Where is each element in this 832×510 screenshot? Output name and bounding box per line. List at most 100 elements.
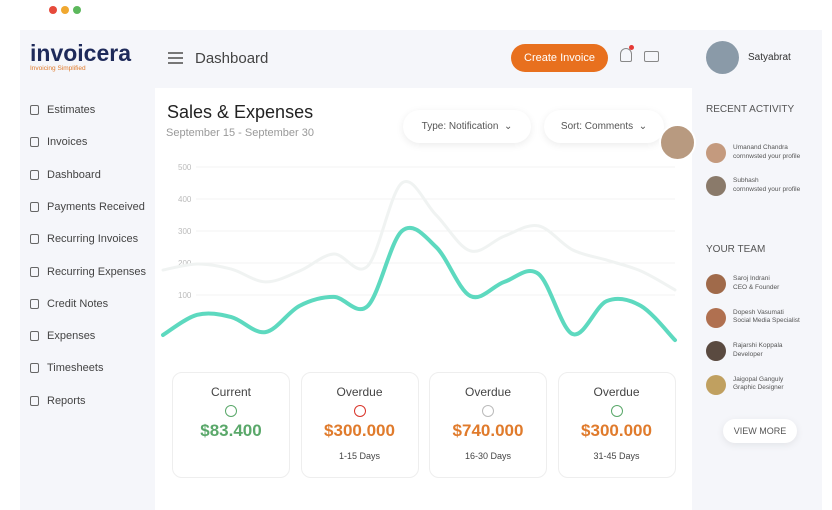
line-series	[161, 179, 677, 292]
nav-label: Reports	[47, 394, 86, 407]
nav-item[interactable]: Expenses	[30, 330, 95, 342]
person-name: Dopesh Vasumati	[733, 308, 784, 316]
nav-icon	[30, 363, 39, 374]
nav-label: Dashboard	[47, 168, 101, 181]
card-label: Current	[210, 385, 251, 399]
y-tick-label: 500	[178, 163, 192, 172]
person-detail: Social Media Specialist	[733, 317, 800, 324]
nav-icon	[30, 105, 39, 115]
y-tick-label: 200	[178, 259, 192, 268]
nav-item[interactable]: Reports	[30, 395, 86, 407]
nav-item[interactable]: Credit Notes	[30, 298, 108, 310]
card-label: Overdue	[593, 385, 640, 399]
card-amount: $300.000	[581, 421, 652, 440]
person-detail: Graphic Designer	[733, 384, 784, 391]
menu-icon[interactable]	[168, 52, 183, 54]
nav-icon	[30, 331, 39, 342]
card-period: 1-15 Days	[338, 451, 381, 461]
summary-card: Current $83.400	[172, 372, 290, 478]
person-name: Saroj Indrani	[733, 275, 770, 282]
status-icon	[353, 405, 366, 417]
avatar	[659, 124, 696, 161]
person: Rajarshi Koppala Developer	[733, 342, 783, 359]
status-icon	[225, 405, 237, 417]
avatar	[706, 341, 726, 361]
avatar	[706, 274, 726, 294]
person-detail: cornnwsted your profile	[733, 152, 801, 160]
nav-item[interactable]: Invoices	[30, 136, 87, 148]
nav-item[interactable]: Recurring Invoices	[30, 233, 138, 245]
section-title: YOUR TEAM	[706, 244, 766, 255]
status-icon	[610, 405, 623, 417]
y-tick-label: 100	[178, 291, 192, 300]
person-detail: Developer	[733, 350, 763, 358]
person-detail: cornnwsted your profile	[733, 185, 801, 193]
avatar	[706, 143, 726, 163]
create-invoice-button[interactable]: Create Invoice	[511, 44, 608, 72]
summary-card: Overdue $740.000 16-30 Days	[429, 372, 547, 478]
window-dot	[49, 6, 57, 14]
person: Dopesh Vasumati Social Media Specialist	[733, 309, 800, 326]
nav-label: Estimates	[47, 104, 96, 116]
card-period: 16-30 Days	[464, 451, 512, 461]
nav-item[interactable]: Dashboard	[30, 169, 101, 181]
nav-item[interactable]: Estimates	[30, 104, 95, 116]
summary-card: Overdue $300.000 31-45 Days	[557, 372, 676, 478]
person: Saroj Indrani CEO & Founder	[733, 275, 779, 292]
window-dot	[61, 6, 69, 14]
chart-title: Sales & Expenses	[167, 102, 314, 122]
summary-card: Overdue $300.000 1-15 Days	[300, 372, 419, 478]
card-period: 31-45 Days	[593, 451, 640, 461]
nav-icon	[30, 201, 39, 212]
nav-icon	[30, 137, 39, 148]
nav-label: Invoices	[47, 136, 88, 149]
nav-item[interactable]: Recurring Expenses	[30, 266, 146, 278]
user-avatar[interactable]	[706, 41, 739, 74]
filter-label: Sort: Comments	[560, 121, 634, 132]
nav-icon	[30, 298, 39, 309]
card-amount: $83.400	[200, 421, 262, 440]
card-amount: $740.000	[452, 421, 524, 440]
card-label: Overdue	[336, 385, 383, 399]
nav-item[interactable]: Timesheets	[30, 362, 103, 374]
status-icon	[482, 405, 494, 417]
y-tick-label: 400	[178, 195, 192, 204]
filter[interactable]: Sort: Comments ⌄	[544, 110, 664, 143]
nav-icon	[30, 395, 39, 406]
y-tick-label: 300	[178, 227, 192, 236]
nav-icon	[30, 169, 39, 180]
person: Umanand Chandra cornnwsted your profile	[733, 144, 800, 161]
section-title: RECENT ACTIVITY	[706, 104, 795, 115]
chat-icon[interactable]	[644, 51, 659, 62]
nav-label: Credit Notes	[47, 297, 109, 310]
sidebar	[20, 30, 155, 510]
person-name: Umanand Chandra	[733, 144, 788, 151]
person: Jaigopal Ganguly Graphic Designer	[733, 376, 784, 393]
header-title: Dashboard	[195, 50, 269, 67]
view-more-button[interactable]: VIEW MORE	[723, 419, 797, 443]
filter-label: Type: Notification	[421, 121, 499, 132]
notification-dot	[629, 45, 634, 50]
logo: invoicera	[30, 40, 131, 66]
user-name: Satyabrat	[748, 52, 791, 63]
avatar	[706, 176, 726, 196]
person-name: Rajarshi Koppala	[733, 342, 783, 349]
person-name: Jaigopal Ganguly	[733, 375, 784, 383]
bell-icon[interactable]	[620, 48, 632, 62]
nav-item[interactable]: Payments Received	[30, 201, 145, 213]
chart-subtitle: September 15 - September 30	[166, 127, 314, 139]
person-detail: CEO & Founder	[733, 283, 780, 291]
nav-label: Recurring Invoices	[47, 233, 139, 246]
card-label: Overdue	[464, 385, 512, 399]
avatar	[706, 374, 726, 395]
nav-label: Payments Received	[47, 200, 145, 213]
filter[interactable]: Type: Notification ⌄	[403, 110, 531, 143]
avatar	[706, 307, 726, 328]
nav-icon	[30, 234, 39, 245]
nav-label: Expenses	[47, 330, 96, 343]
person: Subhash cornnwsted your profile	[733, 177, 800, 194]
nav-label: Recurring Expenses	[47, 265, 147, 278]
nav-label: Timesheets	[47, 362, 104, 375]
